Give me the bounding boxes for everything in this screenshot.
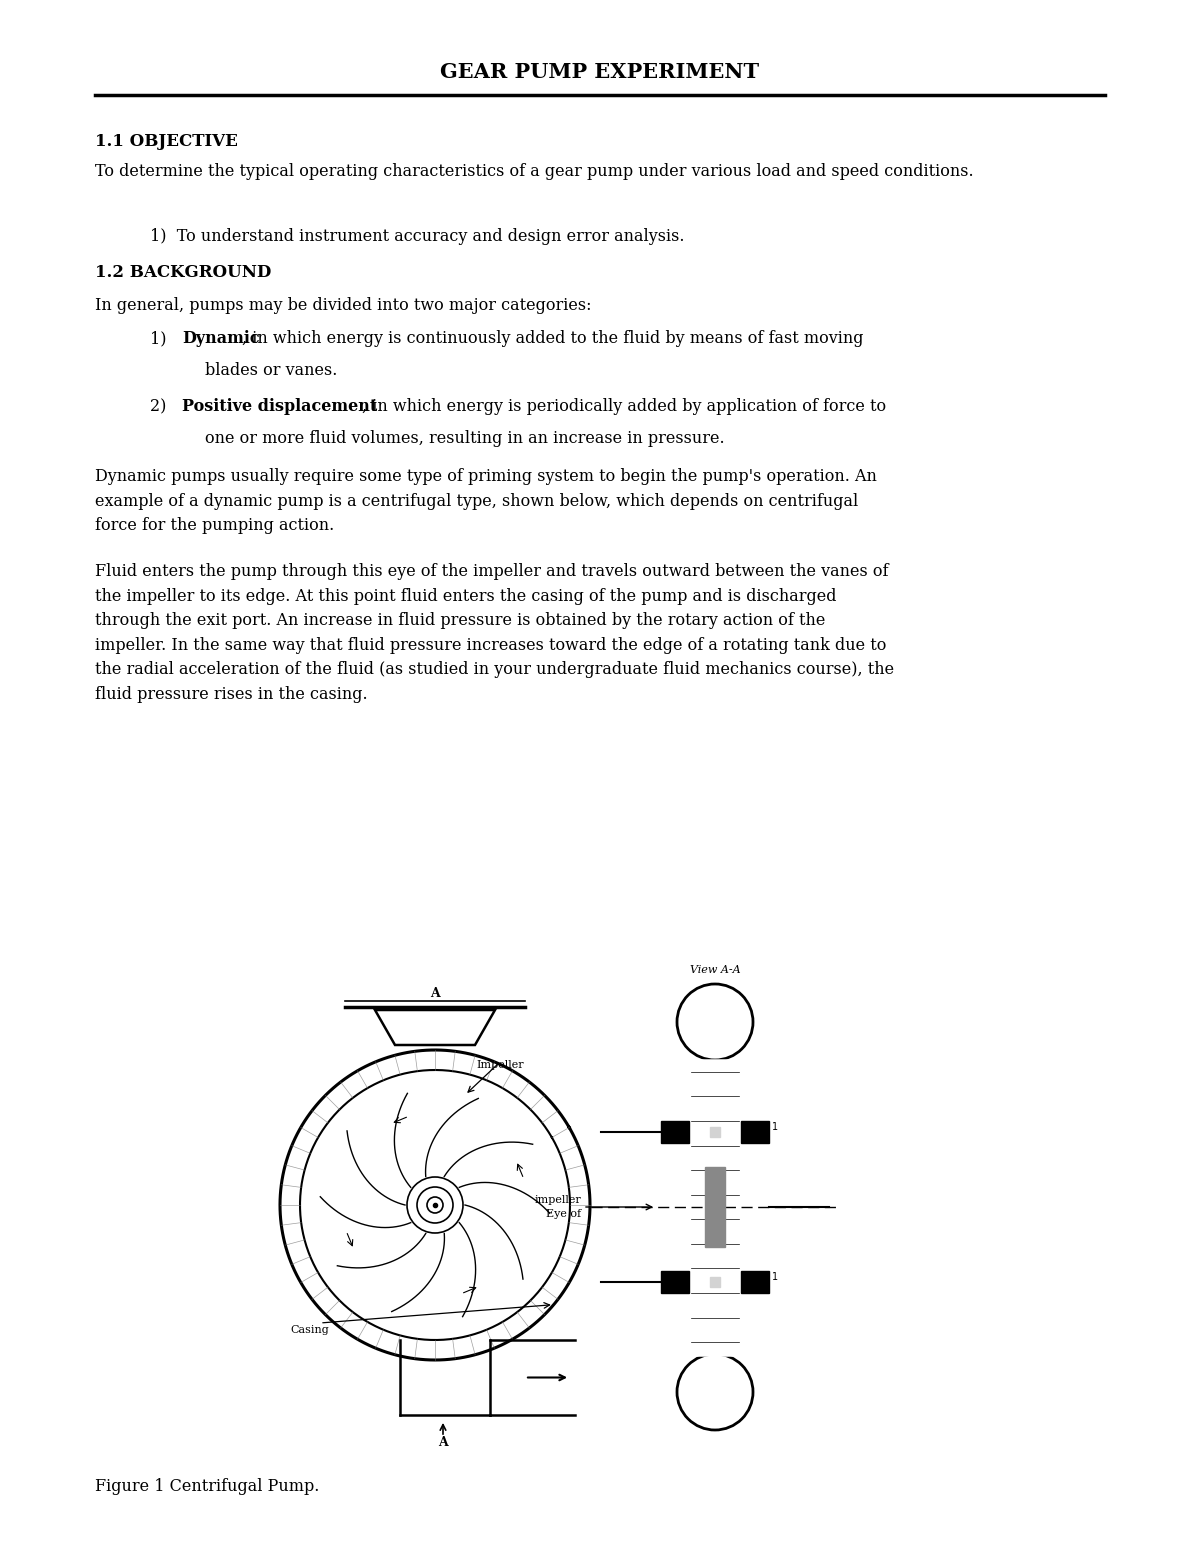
Text: 2): 2) <box>150 398 176 415</box>
Text: Casing: Casing <box>290 1325 329 1336</box>
Text: Positive displacement: Positive displacement <box>182 398 377 415</box>
Text: 1.1 OBJECTIVE: 1.1 OBJECTIVE <box>95 134 238 151</box>
Text: 1: 1 <box>772 1272 778 1281</box>
Bar <box>661 1121 689 1143</box>
Text: View A-A: View A-A <box>690 964 740 975</box>
Text: 1: 1 <box>772 1121 778 1132</box>
Text: To determine the typical operating characteristics of a gear pump under various : To determine the typical operating chara… <box>95 163 973 180</box>
Text: Dynamic: Dynamic <box>182 329 259 346</box>
Text: one or more fluid volumes, resulting in an increase in pressure.: one or more fluid volumes, resulting in … <box>205 430 725 447</box>
Text: Eye of: Eye of <box>546 1208 581 1219</box>
Text: A: A <box>430 988 440 1000</box>
Bar <box>710 1277 720 1287</box>
Text: Impeller: Impeller <box>476 1061 524 1070</box>
Text: 1): 1) <box>150 329 176 346</box>
Text: In general, pumps may be divided into two major categories:: In general, pumps may be divided into tw… <box>95 297 592 314</box>
Text: blades or vanes.: blades or vanes. <box>205 362 337 379</box>
Bar <box>661 1270 689 1294</box>
Text: A: A <box>438 1437 448 1449</box>
Text: , in which energy is periodically added by application of force to: , in which energy is periodically added … <box>362 398 886 415</box>
Bar <box>689 1059 742 1354</box>
Bar <box>704 1166 725 1247</box>
Bar <box>740 1121 769 1143</box>
Bar <box>740 1270 769 1294</box>
Text: 1.2 BACKGROUND: 1.2 BACKGROUND <box>95 264 271 281</box>
Text: 1)  To understand instrument accuracy and design error analysis.: 1) To understand instrument accuracy and… <box>150 228 684 245</box>
Text: impeller: impeller <box>534 1194 581 1205</box>
Text: GEAR PUMP EXPERIMENT: GEAR PUMP EXPERIMENT <box>440 62 760 82</box>
Text: Dynamic pumps usually require some type of priming system to begin the pump's op: Dynamic pumps usually require some type … <box>95 467 877 534</box>
Bar <box>710 1127 720 1137</box>
Text: , in which energy is continuously added to the fluid by means of fast moving: , in which energy is continuously added … <box>242 329 864 346</box>
Text: Fluid enters the pump through this eye of the impeller and travels outward betwe: Fluid enters the pump through this eye o… <box>95 564 894 702</box>
Text: Figure 1 Centrifugal Pump.: Figure 1 Centrifugal Pump. <box>95 1478 319 1496</box>
